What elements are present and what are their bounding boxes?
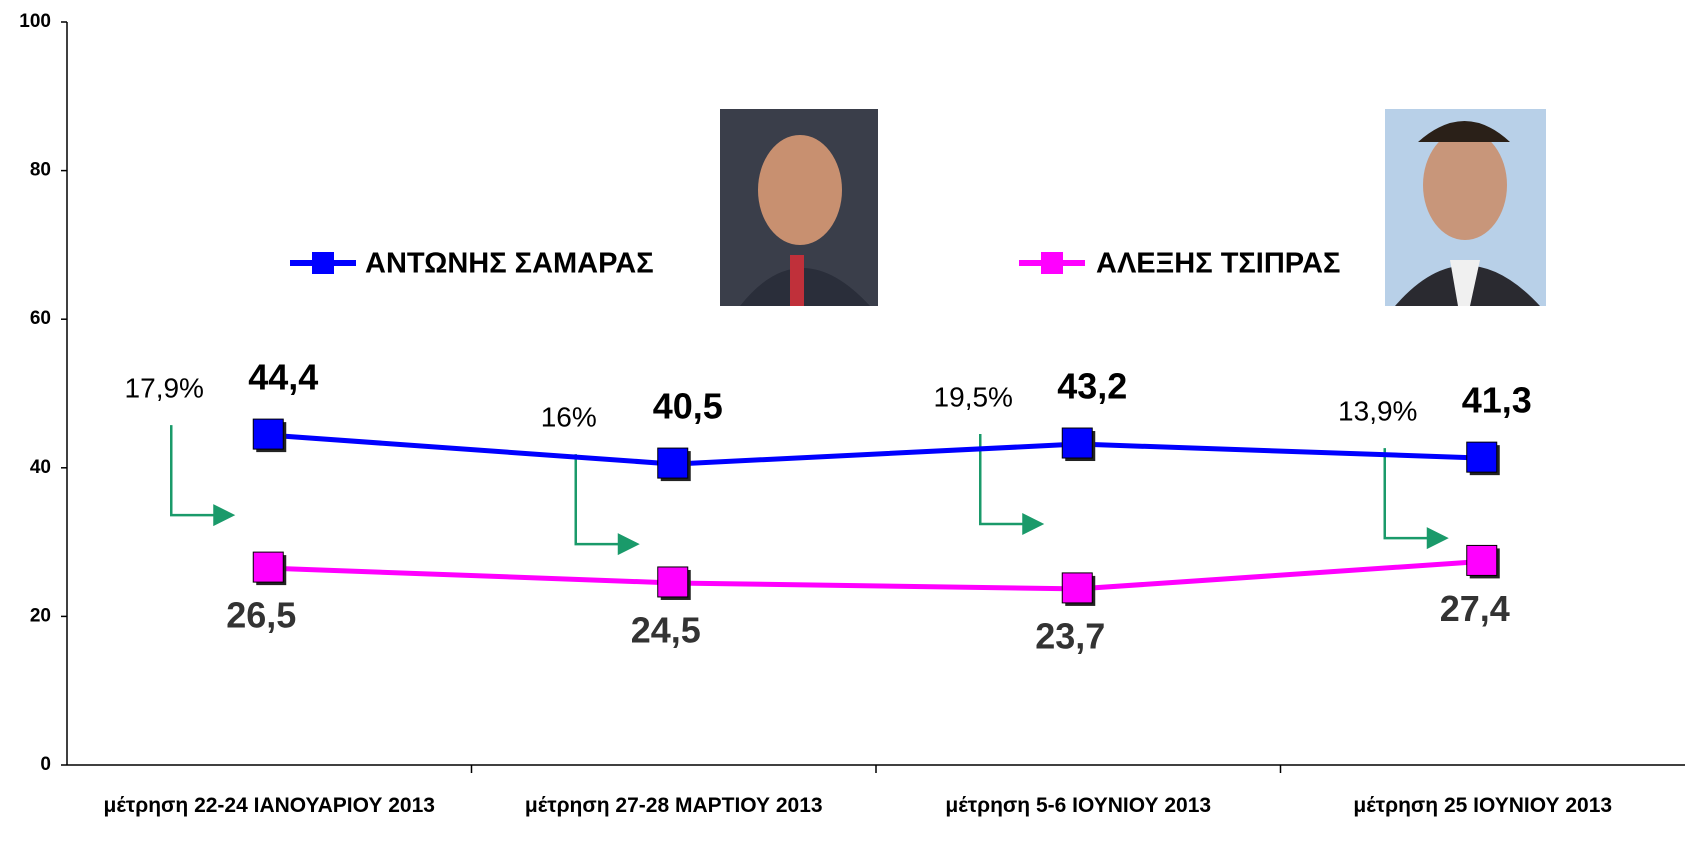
value-label: 40,5 <box>653 386 723 427</box>
value-label: 27,4 <box>1440 588 1510 629</box>
gap-arrow <box>171 425 216 515</box>
value-label: 44,4 <box>248 357 318 398</box>
gap-arrow <box>1385 448 1430 538</box>
y-tick-label: 60 <box>30 308 51 329</box>
gap-arrowhead <box>1427 527 1449 549</box>
gap-arrowhead <box>1022 513 1044 535</box>
photo-samaras <box>720 109 878 306</box>
x-tick-label: μέτρηση 25 ΙΟΥΝΙΟΥ 2013 <box>1293 790 1673 822</box>
y-tick-label: 20 <box>30 605 51 626</box>
y-tick-label: 40 <box>30 457 51 478</box>
series-line <box>269 561 1483 588</box>
value-label: 41,3 <box>1462 380 1532 421</box>
legend-marker <box>312 252 334 274</box>
series-line <box>269 435 1483 464</box>
marker <box>658 448 688 478</box>
value-label: 43,2 <box>1057 366 1127 407</box>
marker <box>253 552 283 582</box>
gap-label: 13,9% <box>1338 396 1417 427</box>
legend-marker <box>1041 252 1063 274</box>
marker <box>1062 428 1092 458</box>
x-tick-label: μέτρηση 5-6 ΙΟΥΝΙΟΥ 2013 <box>888 790 1268 822</box>
x-tick-label: μέτρηση 22-24 ΙΑΝΟΥΑΡΙΟΥ 2013 <box>99 790 439 822</box>
y-tick-label: 0 <box>40 754 51 775</box>
y-tick-label: 80 <box>30 160 51 181</box>
marker <box>658 567 688 597</box>
marker <box>1062 573 1092 603</box>
photo-tsipras <box>1385 109 1546 306</box>
value-label: 26,5 <box>226 595 296 636</box>
x-tick-label: μέτρηση 27-28 ΜΑΡΤΙΟΥ 2013 <box>484 790 864 822</box>
y-tick-label: 100 <box>19 11 51 32</box>
gap-label: 19,5% <box>934 381 1013 412</box>
gap-label: 16% <box>541 401 597 432</box>
gap-arrowhead <box>618 533 640 555</box>
chart: 0 20 40 60 80 100 17,9% 16% 19,5% 13,9% ΑΝΤΩΝΗΣ ΣΑ… <box>0 0 1685 858</box>
gap-label: 17,9% <box>125 372 204 403</box>
marker <box>253 419 283 449</box>
marker <box>1467 442 1497 472</box>
gap-arrowhead <box>213 504 235 526</box>
value-label: 24,5 <box>631 609 701 650</box>
legend-label: ΑΛΕΞΗΣ ΤΣΙΠΡΑΣ <box>1096 248 1340 280</box>
marker <box>1467 545 1497 575</box>
gap-arrow <box>576 454 621 544</box>
value-label: 23,7 <box>1035 615 1105 656</box>
legend-label: ΑΝΤΩΝΗΣ ΣΑΜΑΡΑΣ <box>365 248 654 280</box>
chart-page: 0 20 40 60 80 100 17,9% 16% 19,5% 13,9% ΑΝΤΩΝΗΣ ΣΑ… <box>0 0 1685 858</box>
